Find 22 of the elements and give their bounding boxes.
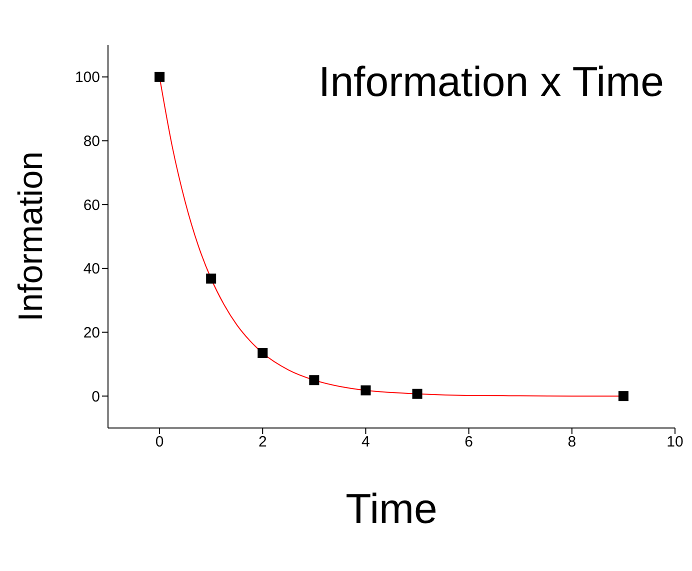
y-tick-label: 80: [83, 133, 100, 150]
point: [309, 375, 320, 386]
x-tick-label: 8: [568, 434, 576, 451]
x-tick-label: 10: [666, 434, 684, 451]
point: [206, 274, 216, 284]
point: [154, 72, 165, 82]
x-axis-title: Time: [346, 485, 438, 532]
y-tick-label: 100: [74, 69, 100, 86]
point: [360, 385, 371, 396]
y-tick-label: 40: [83, 260, 100, 278]
y-tick-label: 0: [92, 388, 100, 406]
point: [412, 388, 422, 399]
point: [258, 348, 268, 358]
y-axis-title: Information: [12, 151, 50, 322]
chart-title: Information x Time: [318, 58, 664, 106]
x-tick-label: 6: [464, 434, 473, 451]
y-tick-label: 20: [83, 324, 100, 342]
x-tick-label: 0: [155, 434, 164, 451]
x-tick-label: 4: [362, 434, 370, 451]
x-tick-label: 2: [258, 434, 267, 451]
point: [618, 391, 628, 402]
y-tick-label: 60: [83, 196, 100, 214]
